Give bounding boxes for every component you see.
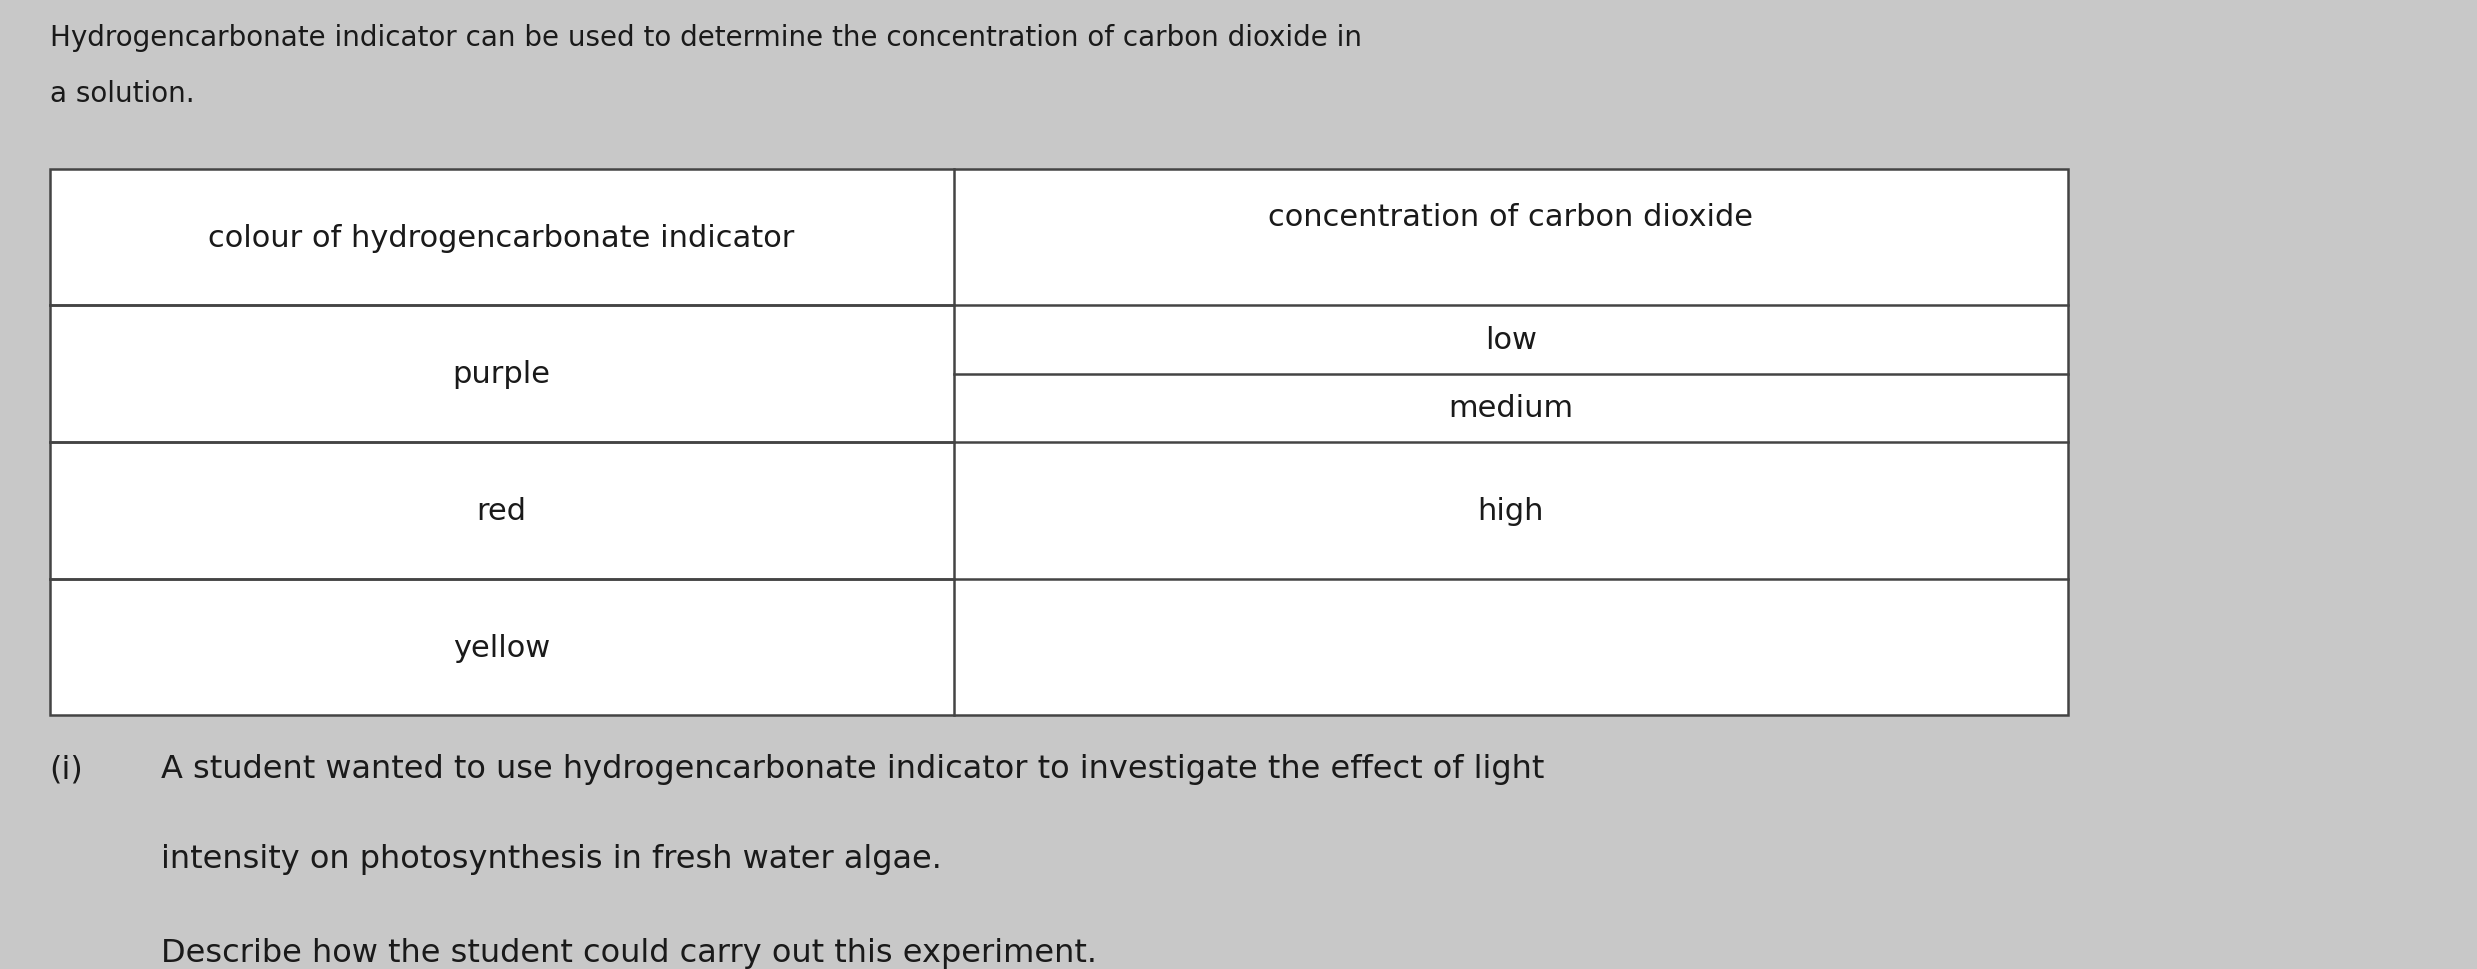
Text: A student wanted to use hydrogencarbonate indicator to investigate the effect of: A student wanted to use hydrogencarbonat… bbox=[161, 754, 1543, 784]
Text: red: red bbox=[476, 496, 528, 525]
Text: Describe how the student could carry out this experiment.: Describe how the student could carry out… bbox=[161, 937, 1097, 968]
Text: high: high bbox=[1479, 496, 1543, 525]
Text: intensity on photosynthesis in fresh water algae.: intensity on photosynthesis in fresh wat… bbox=[161, 843, 941, 874]
Text: a solution.: a solution. bbox=[50, 80, 193, 108]
Bar bbox=[50, 170, 2068, 716]
Text: (i): (i) bbox=[50, 754, 84, 784]
Text: yellow: yellow bbox=[453, 633, 550, 662]
Text: purple: purple bbox=[453, 359, 550, 389]
Text: colour of hydrogencarbonate indicator: colour of hydrogencarbonate indicator bbox=[208, 223, 795, 252]
Text: low: low bbox=[1486, 326, 1536, 355]
Text: Hydrogencarbonate indicator can be used to determine the concentration of carbon: Hydrogencarbonate indicator can be used … bbox=[50, 23, 1362, 51]
Text: medium: medium bbox=[1449, 394, 1573, 423]
Text: concentration of carbon dioxide: concentration of carbon dioxide bbox=[1268, 203, 1754, 232]
